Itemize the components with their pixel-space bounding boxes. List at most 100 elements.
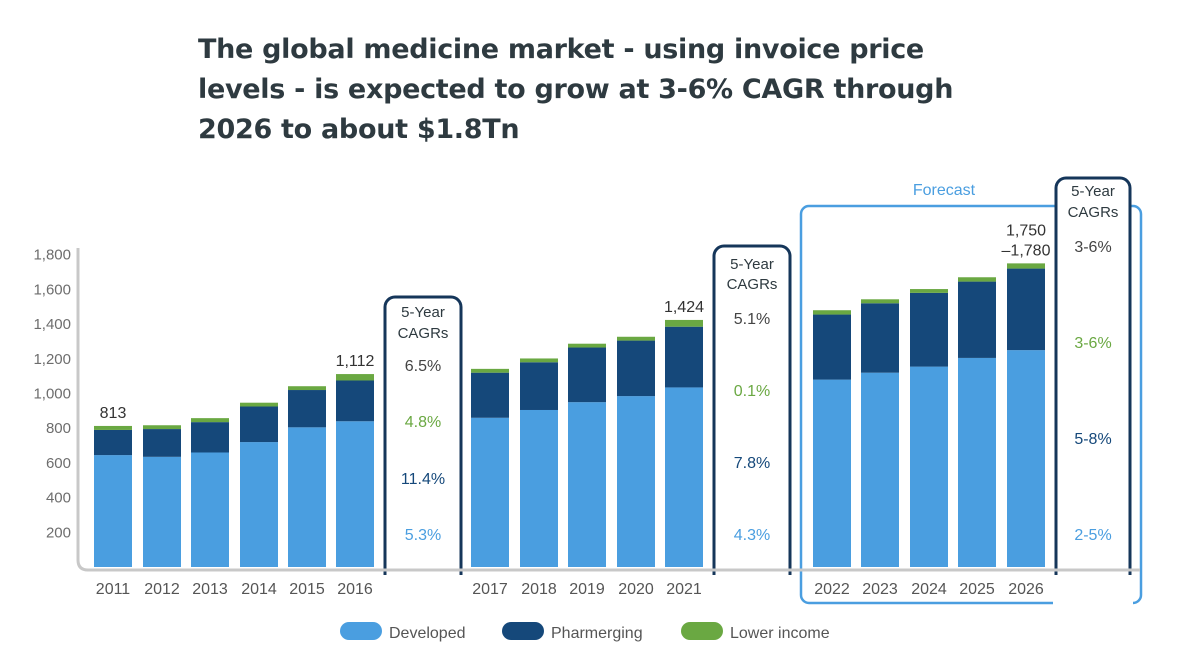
bar-lower-income-2020 bbox=[617, 336, 655, 341]
bar-lower-income-2025 bbox=[958, 277, 996, 282]
bar-lower-income-2022 bbox=[813, 310, 851, 315]
bar-developed-2026 bbox=[1007, 350, 1045, 567]
x-tick-label: 2012 bbox=[144, 581, 180, 598]
bar-developed-2018 bbox=[520, 409, 558, 567]
bar-lower-income-2026 bbox=[1007, 263, 1045, 269]
bar-lower-income-2014 bbox=[240, 402, 278, 407]
y-tick-label: 800 bbox=[46, 420, 71, 437]
cagr-box-2 bbox=[712, 244, 792, 607]
y-tick-label: 1,400 bbox=[33, 316, 71, 333]
y-tick-label: 600 bbox=[46, 455, 71, 472]
title-line-3: 2026 to about $1.8Tn bbox=[198, 114, 520, 145]
bar-pharmerging-2023 bbox=[861, 303, 899, 373]
bar-lower-income-2016 bbox=[336, 374, 374, 381]
bar-pharmerging-2020 bbox=[617, 340, 655, 397]
bar-pharmerging-2014 bbox=[240, 406, 278, 443]
data-label-2026: –1,780 bbox=[1002, 242, 1051, 259]
bar-pharmerging-2011 bbox=[94, 429, 132, 456]
bar-developed-2019 bbox=[568, 402, 606, 567]
bar-lower-income-2019 bbox=[568, 343, 606, 348]
bar-lower-income-2024 bbox=[910, 289, 948, 293]
cagr-developed: 2-5% bbox=[1074, 527, 1111, 544]
data-label-2011: 813 bbox=[100, 405, 127, 422]
bar-pharmerging-2016 bbox=[336, 380, 374, 422]
cagr-header: 5-Year bbox=[1071, 183, 1115, 200]
bar-pharmerging-2026 bbox=[1007, 268, 1045, 351]
cagr-developed: 5.3% bbox=[405, 527, 441, 544]
bar-pharmerging-2013 bbox=[191, 422, 229, 453]
x-tick-label: 2013 bbox=[192, 581, 228, 598]
bar-pharmerging-2019 bbox=[568, 347, 606, 403]
data-label-2021: 1,424 bbox=[664, 299, 704, 316]
bar-developed-2013 bbox=[191, 452, 229, 567]
bar-lower-income-2015 bbox=[288, 386, 326, 391]
y-tick-label: 200 bbox=[46, 524, 71, 541]
cagr-total: 5.1% bbox=[734, 311, 770, 328]
bar-developed-2014 bbox=[240, 442, 278, 567]
x-tick-label: 2020 bbox=[618, 581, 654, 598]
bar-pharmerging-2018 bbox=[520, 362, 558, 410]
cagr-header: 5-Year bbox=[401, 304, 445, 321]
bar-pharmerging-2021 bbox=[665, 326, 703, 388]
cagr-pharmerging: 11.4% bbox=[401, 471, 445, 488]
legend-swatch-pharmerging bbox=[502, 622, 544, 640]
cagr-box-mask bbox=[382, 575, 464, 615]
x-tick-label: 2017 bbox=[472, 581, 508, 598]
cagr-total: 6.5% bbox=[405, 358, 441, 375]
legend: Developed Pharmerging Lower income bbox=[340, 622, 830, 642]
bar-pharmerging-2025 bbox=[958, 281, 996, 358]
bar-pharmerging-2012 bbox=[143, 429, 181, 457]
y-tick-label: 400 bbox=[46, 490, 71, 507]
bar-developed-2017 bbox=[471, 417, 509, 567]
cagr-boxes: Forecast 5-Year CAGRs 6.5% 4.8% 11.4% 5.3% 5-Ye… bbox=[380, 176, 1143, 615]
bar-developed-2011 bbox=[94, 455, 132, 567]
bar-developed-2016 bbox=[336, 421, 374, 567]
legend-label: Lower income bbox=[730, 625, 830, 642]
cagr-header: CAGRs bbox=[1068, 204, 1119, 221]
bar-pharmerging-2022 bbox=[813, 314, 851, 380]
y-tick-label: 1,800 bbox=[33, 247, 71, 264]
bar-lower-income-2011 bbox=[94, 425, 132, 430]
bar-developed-2020 bbox=[617, 396, 655, 567]
labels: 813 1,112 1,424 1,750 –1,780 bbox=[100, 222, 1051, 422]
bar-lower-income-2023 bbox=[861, 299, 899, 304]
bar-lower-income-2017 bbox=[471, 368, 509, 373]
x-tick-label: 2019 bbox=[569, 581, 605, 598]
cagr-box-mask bbox=[711, 575, 793, 615]
cagr-total: 3-6% bbox=[1074, 239, 1111, 256]
axes: 200 400 600 800 1,000 1,200 1,400 1,600 1,800 bbox=[33, 247, 1140, 572]
legend-swatch-lower-income bbox=[681, 622, 723, 640]
data-label-2026: 1,750 bbox=[1006, 222, 1046, 239]
cagr-pharmerging: 7.8% bbox=[734, 455, 770, 472]
bar-developed-2023 bbox=[861, 372, 899, 567]
title-line-1: The global medicine market - using invoi… bbox=[198, 34, 924, 65]
title-line-2: levels - is expected to grow at 3-6% CAG… bbox=[198, 74, 954, 105]
x-tick-label: 2018 bbox=[521, 581, 557, 598]
chart-title: The global medicine market - using invoi… bbox=[198, 30, 958, 150]
cagr-pharmerging: 5-8% bbox=[1074, 431, 1111, 448]
forecast-label: Forecast bbox=[913, 182, 976, 199]
x-tick-label: 2015 bbox=[289, 581, 325, 598]
legend-swatch-developed bbox=[340, 622, 382, 640]
bar-developed-2024 bbox=[910, 366, 948, 567]
x-tick-label: 2023 bbox=[862, 581, 898, 598]
x-tick-label: 2011 bbox=[96, 581, 131, 598]
cagr-header: CAGRs bbox=[398, 325, 449, 342]
y-tick-label: 1,200 bbox=[33, 351, 71, 368]
y-tick-label: 1,600 bbox=[33, 281, 71, 298]
cagr-box-mask bbox=[1053, 575, 1133, 615]
bar-lower-income-2013 bbox=[191, 418, 229, 423]
cagr-lower-income: 4.8% bbox=[405, 414, 441, 431]
bar-pharmerging-2024 bbox=[910, 292, 948, 367]
forecast-box bbox=[799, 204, 1143, 605]
data-label-2016: 1,112 bbox=[336, 353, 375, 370]
x-tick-label: 2026 bbox=[1008, 581, 1044, 598]
bar-developed-2025 bbox=[958, 357, 996, 567]
x-tick-label: 2022 bbox=[814, 581, 850, 598]
x-tick-label: 2025 bbox=[959, 581, 995, 598]
y-tick-label: 1,000 bbox=[33, 386, 71, 403]
cagr-lower-income: 3-6% bbox=[1074, 335, 1111, 352]
bar-lower-income-2018 bbox=[520, 358, 558, 363]
x-tick-label: 2016 bbox=[337, 581, 373, 598]
